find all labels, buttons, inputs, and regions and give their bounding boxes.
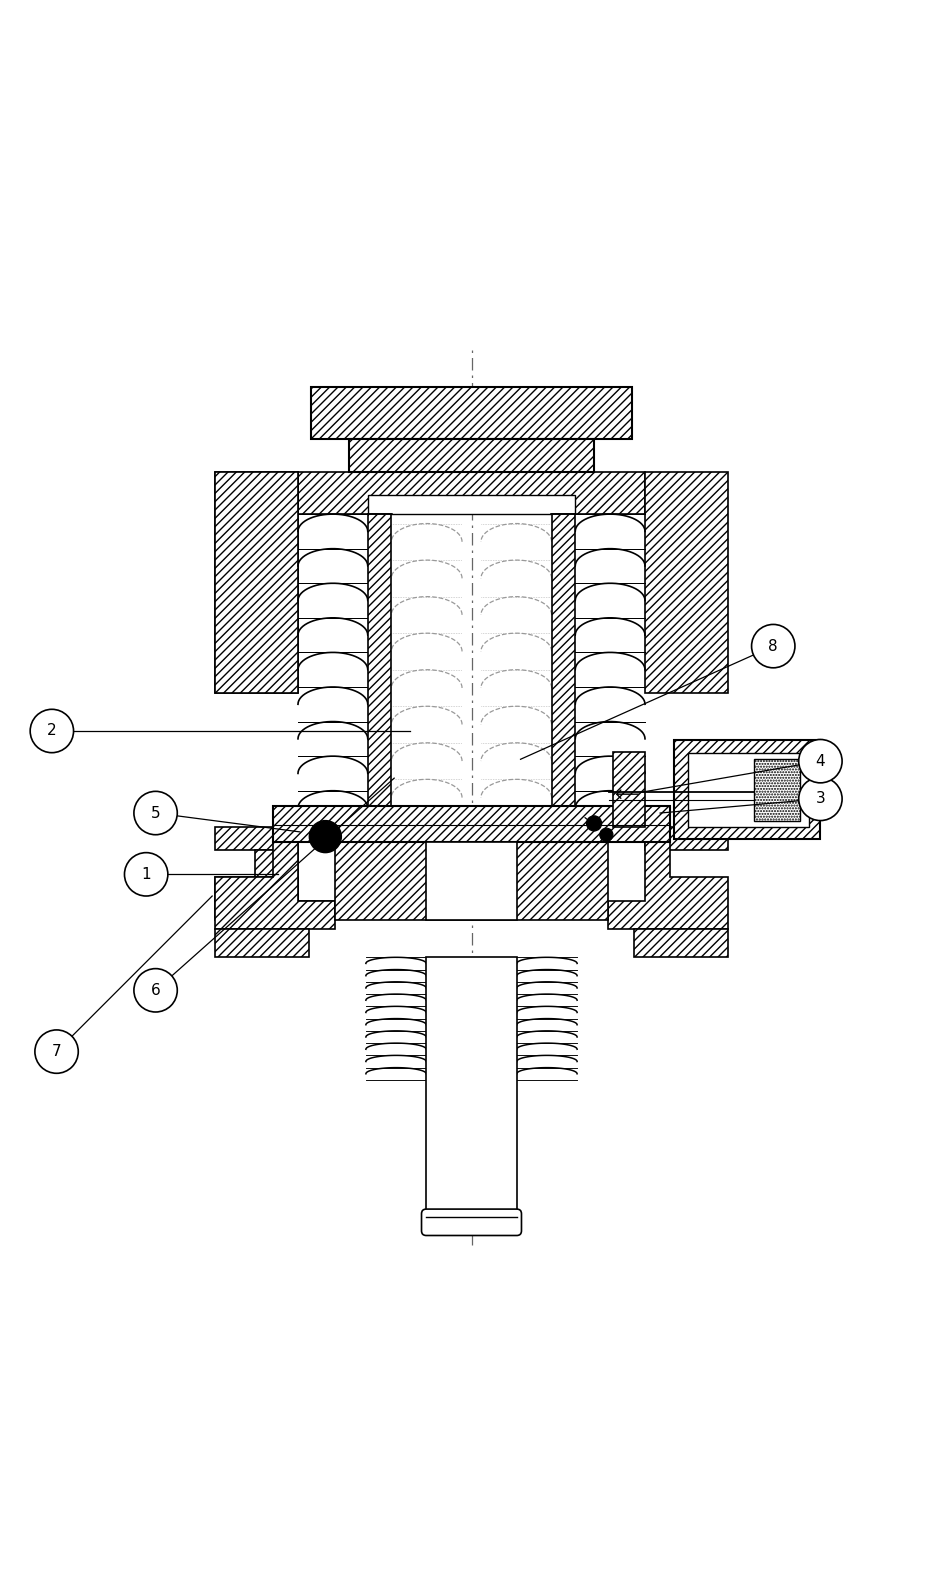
Polygon shape [215,827,298,850]
Bar [298,472,645,515]
Bar [215,472,298,693]
Circle shape [309,821,341,853]
Text: 6: 6 [151,983,160,998]
Polygon shape [215,842,335,929]
Polygon shape [645,827,728,850]
Bar [688,752,809,827]
Bar [368,515,391,826]
Bar [426,842,517,920]
Bar [335,842,608,920]
Circle shape [752,625,795,668]
Circle shape [35,1030,78,1073]
Text: 5: 5 [151,805,160,821]
Bar [311,387,632,438]
Text: 7: 7 [52,1044,61,1058]
Polygon shape [645,472,728,693]
Polygon shape [215,472,298,693]
Circle shape [799,778,842,821]
Circle shape [30,709,74,752]
Polygon shape [215,850,298,901]
Text: 2: 2 [47,724,57,738]
Bar [368,496,575,515]
Text: 1: 1 [141,867,151,881]
Polygon shape [608,842,728,929]
Circle shape [587,816,602,830]
FancyBboxPatch shape [422,1210,521,1235]
Bar [754,759,800,821]
Text: 3: 3 [816,791,825,807]
Bar [674,741,820,840]
Text: 4: 4 [816,754,825,768]
Bar [273,807,670,842]
Circle shape [124,853,168,896]
Circle shape [134,791,177,835]
Bar [349,438,594,472]
Bar [215,929,309,958]
Bar [426,958,517,1216]
Circle shape [600,829,613,842]
Bar [552,515,575,826]
Circle shape [799,740,842,783]
Polygon shape [215,877,335,920]
Bar [634,929,728,958]
Text: 8: 8 [769,639,778,654]
Bar [613,752,645,827]
Circle shape [134,969,177,1012]
